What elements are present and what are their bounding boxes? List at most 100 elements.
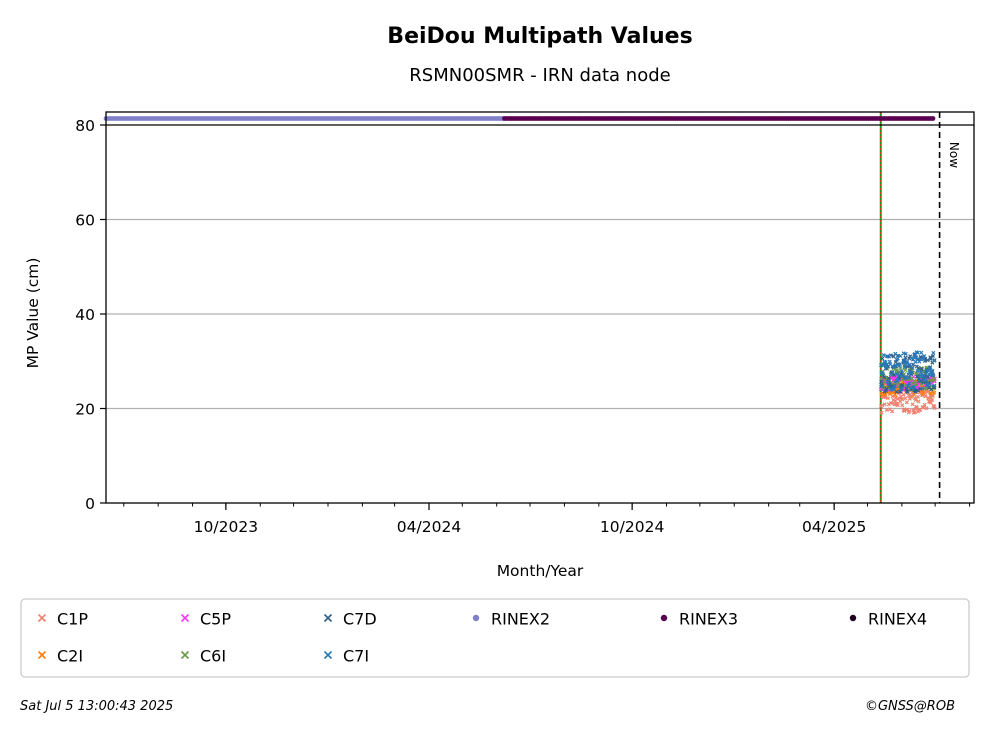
point-c6i — [898, 366, 903, 371]
point-c7i — [910, 366, 915, 371]
point-c1p — [907, 409, 912, 414]
point-c1p — [908, 395, 913, 400]
point-c7d — [880, 356, 885, 361]
point-c7i — [899, 369, 904, 374]
point-c7i — [905, 383, 910, 388]
point-c1p — [921, 405, 926, 410]
point-c7i — [932, 358, 937, 363]
point-c7i — [887, 354, 892, 359]
footer-timestamp: Sat Jul 5 13:00:43 2025 — [20, 699, 173, 714]
point-c7d — [886, 376, 891, 381]
x-tick-label: 04/2024 — [397, 518, 461, 536]
point-c7i — [906, 375, 912, 380]
point-c7i — [902, 365, 907, 370]
point-c7d — [882, 375, 887, 380]
point-c6i — [903, 368, 908, 373]
point-c1p — [916, 399, 921, 404]
legend-marker — [323, 613, 333, 623]
point-c1p — [910, 402, 915, 407]
point-c7i — [922, 354, 927, 359]
legend: C1P C2I C5P C6I C7D C7I RINEX2 RINEX3 RINEX4 — [37, 610, 927, 666]
legend-item-rinex4: RINEX4 — [849, 610, 927, 629]
point-c7i — [911, 385, 916, 390]
legend-marker — [660, 614, 668, 622]
point-c7i — [883, 360, 888, 365]
point-c7i — [888, 362, 893, 367]
x-axis-ticks: 10/2023 04/2024 10/2024 04/2025 — [123, 503, 971, 536]
point-c7d — [884, 386, 889, 391]
point-c1p — [912, 410, 917, 415]
point-c1p — [885, 396, 890, 401]
point-c2i — [932, 390, 937, 395]
legend-marker — [37, 613, 47, 623]
point-c7i — [916, 378, 921, 383]
point-c7i — [915, 350, 920, 355]
point-c1p — [925, 389, 930, 394]
point-c7i — [918, 357, 923, 362]
point-c6i — [912, 378, 917, 383]
point-c1p — [922, 402, 927, 407]
point-c1p — [901, 392, 906, 397]
legend-label: RINEX2 — [491, 610, 550, 629]
point-c1p — [916, 394, 921, 399]
point-c7d — [900, 382, 905, 387]
point-c1p — [883, 395, 888, 400]
legend-marker — [323, 650, 333, 660]
y-tick-label: 40 — [75, 306, 95, 324]
point-c1p — [903, 396, 908, 401]
point-c1p — [930, 397, 935, 403]
point-c7d — [892, 373, 897, 378]
point-c7i — [881, 353, 886, 358]
legend-label: C5P — [200, 610, 231, 629]
legend-item-c2i: C2I — [37, 647, 83, 666]
point-c7i — [884, 365, 889, 370]
legend-item-rinex2: RINEX2 — [472, 610, 550, 629]
legend-item-rinex3: RINEX3 — [660, 610, 738, 629]
point-c7i — [886, 382, 891, 387]
point-c6i — [932, 377, 937, 382]
point-c7i — [878, 363, 884, 368]
point-c1p — [886, 402, 891, 407]
point-c7i — [879, 384, 884, 389]
point-c7i — [908, 370, 913, 375]
point-c7d — [905, 389, 910, 394]
legend-item-c1p: C1P — [37, 610, 88, 629]
y-axis-label: MP Value (cm) — [24, 258, 42, 369]
legend-item-c7d: C7D — [323, 610, 377, 629]
rinex-point-rinex3 — [930, 116, 936, 121]
point-c1p — [884, 407, 889, 412]
point-c7i — [907, 362, 912, 367]
legend-box — [20, 598, 970, 678]
y-axis-ticks: 0 20 40 60 80 — [75, 117, 106, 513]
point-c7i — [931, 373, 936, 378]
point-c7i — [913, 355, 918, 360]
point-c6i — [895, 384, 900, 389]
footer-credit: ©GNSS@ROB — [865, 699, 955, 714]
point-c7i — [903, 375, 908, 380]
y-tick-label: 0 — [85, 495, 95, 513]
point-c6i — [923, 386, 928, 391]
point-c7i — [907, 370, 912, 375]
legend-item-c5p: C5P — [180, 610, 231, 629]
point-c7i — [890, 370, 895, 375]
legend-label: C7D — [343, 610, 377, 629]
y-tick-label: 80 — [75, 117, 95, 135]
point-c7i — [919, 370, 924, 375]
point-c7i — [892, 383, 897, 388]
point-c7i — [899, 385, 904, 390]
legend-marker — [180, 650, 190, 660]
x-tick-label: 04/2025 — [802, 518, 866, 536]
point-c7d — [891, 354, 896, 359]
point-c1p — [882, 402, 887, 407]
point-c1p — [924, 406, 929, 411]
point-c1p — [928, 400, 933, 405]
point-c7i — [895, 377, 900, 382]
legend-label: C6I — [200, 647, 226, 666]
point-c7i — [931, 350, 936, 355]
legend-label: C1P — [57, 610, 88, 629]
legend-marker — [472, 614, 480, 622]
point-c7i — [887, 359, 892, 364]
point-c7i — [898, 353, 903, 358]
point-c7d — [925, 358, 930, 363]
point-c7i — [919, 350, 924, 355]
